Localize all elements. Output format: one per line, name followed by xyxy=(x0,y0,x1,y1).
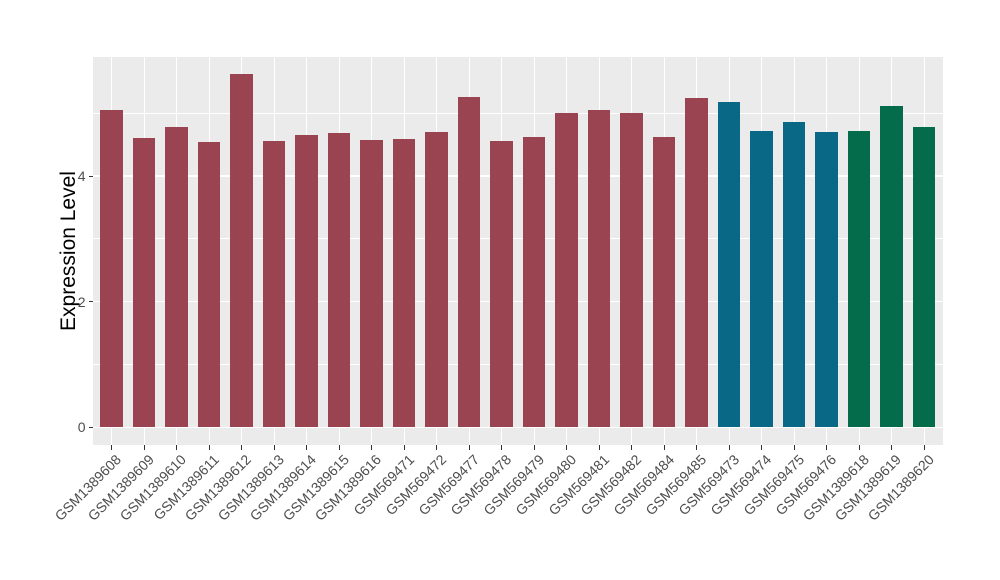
x-axis-tick xyxy=(176,445,178,450)
x-axis-tick xyxy=(371,445,373,450)
bar-GSM569477 xyxy=(457,97,481,428)
y-axis-tick xyxy=(88,301,93,303)
y-axis-tick xyxy=(88,426,93,428)
x-axis-tick xyxy=(306,445,308,450)
y-tick-label: 2 xyxy=(77,293,86,310)
x-axis-tick xyxy=(598,445,600,450)
x-axis-tick xyxy=(403,445,405,450)
bar-GSM569482 xyxy=(620,113,643,428)
x-axis-tick xyxy=(566,445,568,450)
x-axis-tick xyxy=(338,445,340,450)
plot-panel xyxy=(93,57,943,445)
bar-GSM569485 xyxy=(685,98,708,428)
x-axis-tick xyxy=(858,445,860,450)
bar-GSM569480 xyxy=(555,112,578,428)
y-axis-tick xyxy=(88,175,93,177)
x-axis-tick xyxy=(143,445,145,450)
x-axis-tick xyxy=(501,445,503,450)
bar-GSM569474 xyxy=(750,130,773,428)
x-axis-tick xyxy=(436,445,438,450)
bar-GSM569479 xyxy=(522,136,546,428)
x-axis-tick xyxy=(891,445,893,450)
x-axis-tick xyxy=(631,445,633,450)
minor-gridline xyxy=(93,363,943,365)
x-axis-tick xyxy=(208,445,210,450)
bar-GSM569475 xyxy=(782,122,806,428)
x-axis-tick xyxy=(663,445,665,450)
bar-GSM1389619 xyxy=(880,105,903,428)
y-tick-label: 4 xyxy=(77,168,86,185)
x-axis-tick xyxy=(468,445,470,450)
bar-GSM1389612 xyxy=(230,73,253,428)
bar-GSM1389615 xyxy=(327,132,351,428)
bar-GSM569471 xyxy=(392,139,416,428)
bar-GSM569484 xyxy=(652,136,676,428)
x-axis-tick xyxy=(533,445,535,450)
bar-GSM1389608 xyxy=(100,109,123,428)
x-axis-tick xyxy=(761,445,763,450)
major-gridline xyxy=(93,175,943,177)
bar-GSM1389614 xyxy=(295,134,318,428)
x-axis-tick xyxy=(241,445,243,450)
x-axis-tick xyxy=(696,445,698,450)
minor-gridline xyxy=(93,112,943,114)
bar-GSM569478 xyxy=(490,140,513,428)
minor-gridline xyxy=(93,238,943,239)
x-axis-tick xyxy=(923,445,925,450)
major-gridline xyxy=(93,426,943,428)
x-axis-tick xyxy=(111,445,113,450)
x-axis-tick xyxy=(273,445,275,450)
bar-GSM569476 xyxy=(815,132,838,428)
bar-GSM569481 xyxy=(587,109,611,428)
bar-GSM1389620 xyxy=(912,126,936,428)
bar-GSM1389610 xyxy=(165,126,188,428)
x-axis-tick xyxy=(826,445,828,450)
major-gridline xyxy=(93,301,943,303)
bar-GSM569473 xyxy=(717,102,741,428)
bar-GSM569472 xyxy=(425,131,448,428)
y-tick-label: 0 xyxy=(77,419,86,436)
x-axis-tick xyxy=(728,445,730,450)
x-axis-tick xyxy=(793,445,795,450)
bar-GSM1389613 xyxy=(262,140,286,428)
bar-GSM1389618 xyxy=(847,130,871,428)
bar-GSM1389616 xyxy=(360,140,383,428)
bar-GSM1389611 xyxy=(197,142,221,428)
bar-GSM1389609 xyxy=(132,138,156,428)
